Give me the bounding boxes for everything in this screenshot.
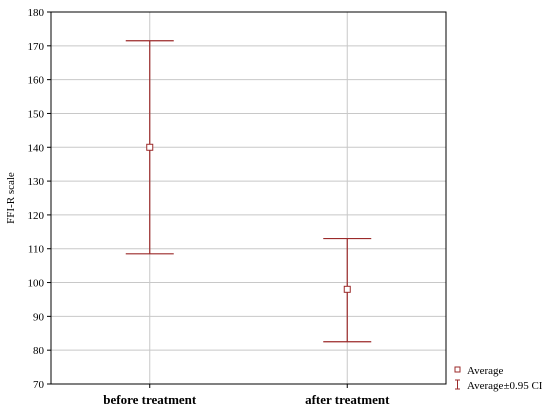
y-tick-label: 170 — [28, 41, 45, 53]
mean-marker — [146, 143, 154, 151]
series-layer — [125, 40, 372, 343]
y-axis-label: FFI-R scale — [5, 172, 17, 224]
y-tick-label: 110 — [28, 244, 45, 256]
y-tick-label: 150 — [28, 108, 45, 120]
y-tick-label: 70 — [33, 379, 45, 391]
y-tick-label: 100 — [28, 278, 45, 290]
y-tick-label: 90 — [33, 311, 45, 323]
legend-label-ci: Average±0.95 CI — [467, 380, 543, 392]
y-tick-label: 80 — [33, 345, 45, 357]
y-tick-label: 180 — [28, 7, 45, 19]
mean-marker — [343, 285, 351, 293]
x-category-label: before treatment — [103, 392, 197, 407]
y-tick-label: 140 — [28, 142, 45, 154]
plot-background — [51, 12, 446, 384]
legend-label-average: Average — [467, 365, 504, 377]
y-axis: 70 80 90 100 110 120 130 140 150 160 170 180 — [28, 7, 51, 391]
legend-marker-average — [454, 366, 461, 373]
x-category-label: after treatment — [305, 392, 390, 407]
y-tick-label: 130 — [28, 176, 45, 188]
y-tick-label: 160 — [28, 75, 45, 87]
x-axis: before treatment after treatment — [103, 384, 390, 407]
plot-frame — [50, 11, 447, 385]
legend: Average Average±0.95 CI — [454, 365, 543, 392]
y-tick-label: 120 — [28, 210, 45, 222]
